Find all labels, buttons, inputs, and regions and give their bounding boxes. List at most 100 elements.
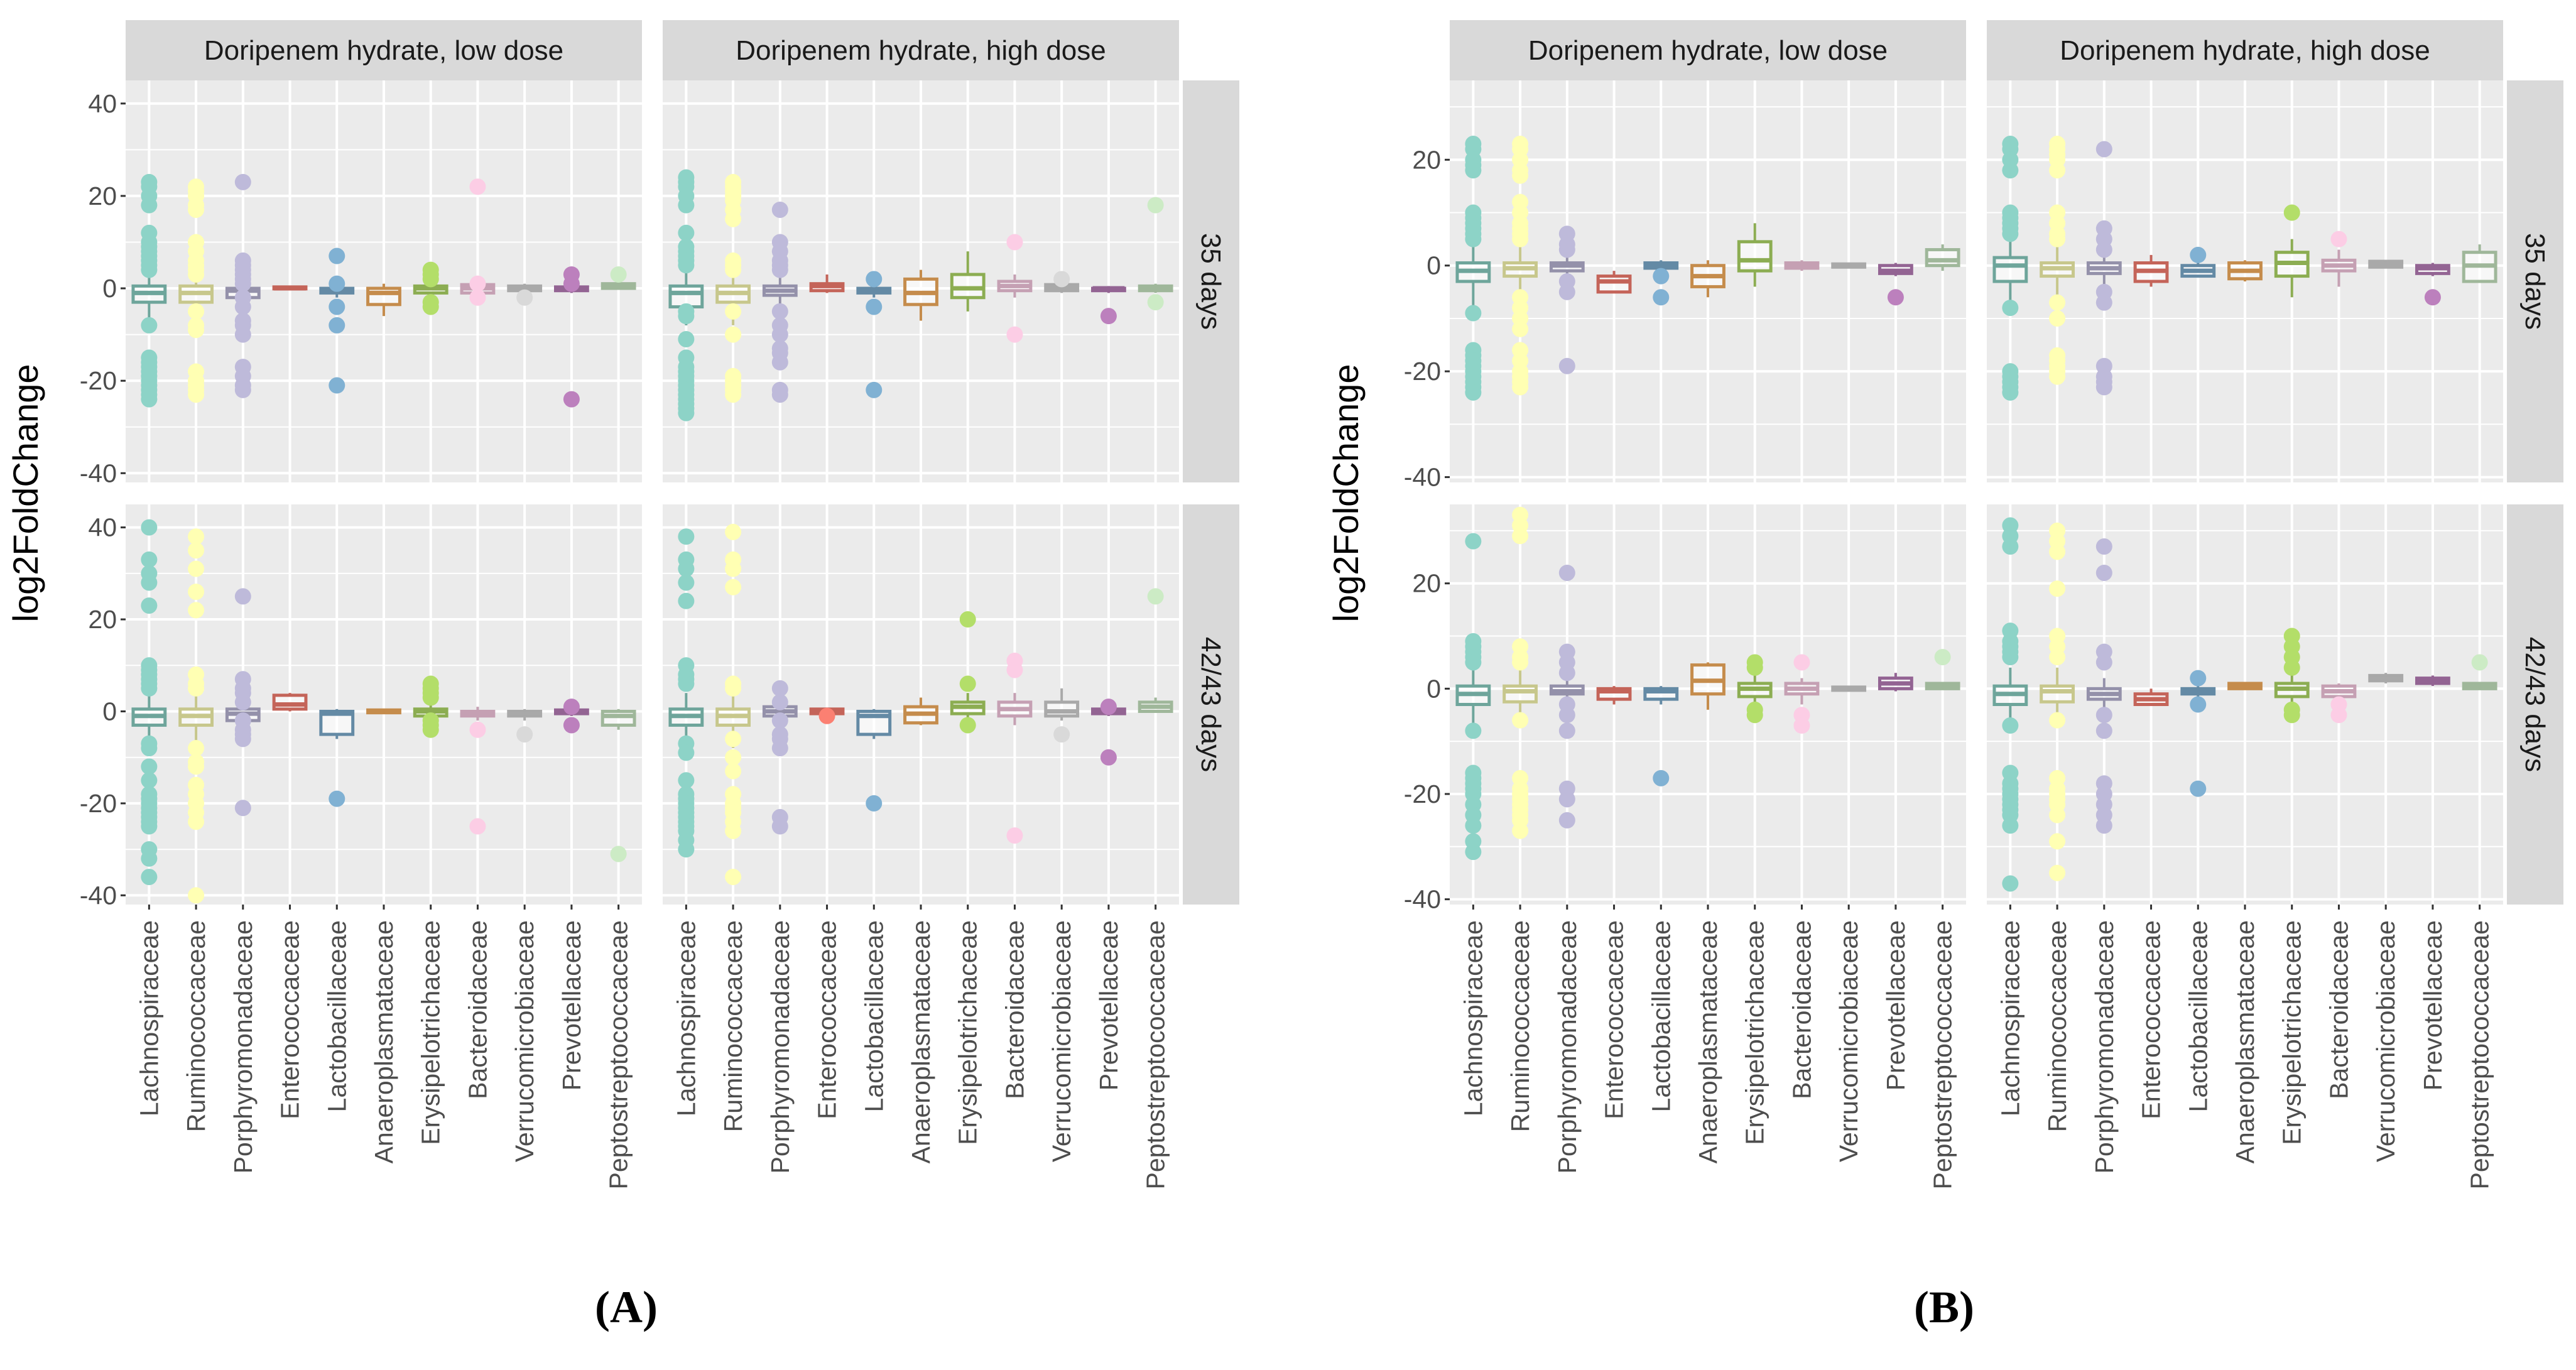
box-ruminococcaceae [178, 528, 214, 904]
outlier-point [1512, 712, 1529, 729]
box-lactobacillaceae [1643, 260, 1679, 306]
outlier-point [141, 391, 158, 408]
outlier-point [866, 271, 883, 288]
outlier-point [563, 275, 580, 292]
facet-strip-label: 35 days [2519, 233, 2550, 330]
y-tick-label: 20 [88, 605, 117, 634]
outlier-point [1558, 357, 1575, 374]
outlier-point [2330, 707, 2347, 724]
outlier-point [771, 326, 788, 343]
outlier-point [2049, 310, 2066, 327]
outlier-point [422, 721, 439, 738]
box-iqr [1737, 240, 1773, 273]
outlier-point [678, 197, 695, 214]
facet-panel [663, 504, 1179, 905]
box-erysipelotrichaceae [950, 611, 986, 734]
outlier-point [678, 841, 695, 858]
outlier-point [1006, 326, 1023, 343]
outlier-point [141, 850, 158, 867]
x-tick-label: Porphyromonadaceae [229, 920, 258, 1173]
outlier-point [2049, 231, 2066, 247]
outlier-point [771, 712, 788, 729]
outlier-point [2049, 543, 2066, 560]
outlier-point [725, 680, 742, 697]
y-tick-label: 0 [102, 697, 117, 726]
outlier-point [188, 386, 205, 403]
y-tick-label: 20 [1412, 145, 1441, 174]
outlier-point [469, 178, 486, 195]
outlier-point [678, 592, 695, 609]
y-tick-label: 40 [88, 513, 117, 542]
outlier-point [422, 689, 439, 706]
facet-strip-label: Doripenem hydrate, high dose [2060, 35, 2430, 66]
box-peptostreptococcaceae [601, 709, 636, 862]
outlier-point [329, 298, 345, 315]
box-porphyromonadaceae [762, 680, 798, 835]
outlier-point [725, 210, 742, 227]
x-tick-label: Peptostreptococcaceae [1928, 920, 1957, 1190]
y-tick-label: 20 [1412, 569, 1441, 598]
outlier-point [610, 266, 627, 283]
outlier-point [678, 308, 695, 325]
outlier-point [771, 740, 788, 757]
outlier-point [141, 680, 158, 697]
outlier-point [725, 386, 742, 403]
box-peptostreptococcaceae [1138, 197, 1173, 311]
outlier-point [2002, 649, 2019, 666]
facet-panel [1987, 504, 2503, 905]
box-verrucomicrobiaceae [1044, 271, 1080, 293]
y-tick-label: 20 [88, 182, 117, 210]
box-ruminococcaceae [1503, 136, 1538, 396]
outlier-point [141, 869, 158, 886]
box-ruminococcaceae [715, 523, 751, 886]
box-iqr [1925, 247, 1960, 268]
outlier-point [1465, 305, 1482, 322]
box-bacteroidaceae [2321, 683, 2357, 724]
box-lactobacillaceae [319, 247, 355, 394]
box-iqr [2040, 684, 2075, 704]
box-prevotellaceae [1091, 699, 1126, 766]
facet-strip-row [1183, 80, 1239, 482]
box-lactobacillaceae [856, 709, 892, 812]
box-bacteroidaceae [460, 178, 496, 306]
x-tick-label: Ruminococcaceae [719, 920, 747, 1132]
outlier-point [2330, 231, 2347, 247]
outlier-point [188, 266, 205, 283]
x-tick-label: Bacteroidaceae [463, 920, 492, 1099]
box-erysipelotrichaceae [2274, 204, 2310, 298]
box-iqr [601, 709, 636, 727]
box-porphyromonadaceae [225, 173, 261, 398]
box-lactobacillaceae [856, 271, 892, 398]
outlier-point [1465, 844, 1482, 861]
outlier-point [141, 772, 158, 789]
x-tick-label: Lachnospiraceae [134, 920, 163, 1116]
outlier-point [141, 597, 158, 614]
outlier-point [2002, 717, 2019, 734]
box-erysipelotrichaceae [2274, 628, 2310, 724]
outlier-point [2095, 654, 2112, 671]
outlier-point [329, 247, 345, 264]
outlier-point [2002, 300, 2019, 317]
outlier-point [725, 869, 742, 886]
outlier-point [2002, 162, 2019, 179]
outlier-point [2283, 659, 2300, 676]
x-tick-label: Enterococcaceae [276, 920, 305, 1119]
outlier-point [1653, 289, 1670, 306]
x-tick-label: Prevotellaceae [1094, 920, 1123, 1090]
outlier-point [469, 275, 486, 292]
outlier-point [1934, 649, 1951, 666]
outlier-point [2002, 384, 2019, 401]
outlier-point [1558, 791, 1575, 808]
outlier-point [2095, 141, 2112, 158]
x-tick-label: Porphyromonadaceae [1553, 920, 1582, 1173]
outlier-point [1147, 588, 1164, 605]
facet-strip-label: Doripenem hydrate, low dose [1528, 35, 1888, 66]
x-tick-label: Erysipelotrichaceae [416, 920, 445, 1145]
outlier-point [2095, 379, 2112, 396]
outlier-point [725, 560, 742, 577]
facet-panel [126, 504, 642, 905]
outlier-point [725, 523, 742, 540]
outlier-point [234, 731, 251, 748]
outlier-point [2049, 368, 2066, 385]
outlier-point [678, 405, 695, 421]
